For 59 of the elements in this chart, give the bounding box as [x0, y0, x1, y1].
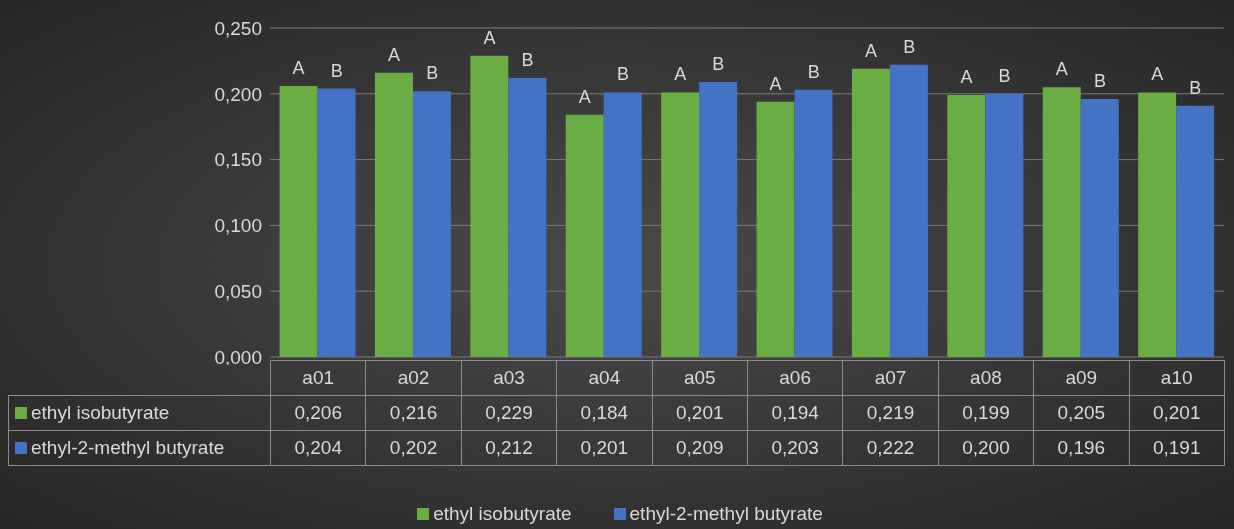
data-label: 0,200 — [938, 430, 1034, 466]
x-tick-label: a06 — [747, 360, 843, 396]
annotation: B — [616, 64, 629, 85]
annotation: A — [1055, 59, 1068, 80]
data-label: 0,201 — [556, 430, 653, 466]
y-tick-label: 0,050 — [214, 280, 262, 302]
data-label: 0,201 — [1129, 395, 1225, 431]
annotation: A — [388, 44, 401, 65]
x-tick-label: a03 — [461, 360, 557, 396]
data-label: 0,203 — [747, 430, 843, 466]
annotation: B — [903, 36, 916, 57]
y-tick-label: 0,150 — [214, 149, 262, 171]
annotation: A — [1151, 64, 1164, 85]
x-tick-label: a08 — [938, 360, 1034, 396]
annotation: A — [292, 57, 305, 78]
legend-label: ethyl isobutyrate — [8, 395, 271, 431]
annotation: B — [998, 65, 1011, 86]
data-label: 0,222 — [842, 430, 939, 466]
data-label: 0,204 — [270, 430, 366, 466]
y-tick-label: 0,200 — [214, 83, 262, 105]
data-label: 0,201 — [652, 395, 748, 431]
annotation: B — [1093, 71, 1106, 92]
x-tick-label: a09 — [1033, 360, 1130, 396]
x-tick-label: a07 — [842, 360, 939, 396]
annotation: B — [426, 63, 439, 84]
data-label: 0,206 — [270, 395, 366, 431]
text: ethyl-2-methyl butyrate — [629, 503, 823, 524]
data-label: 0,209 — [652, 430, 748, 466]
x-tick-label: a05 — [652, 360, 748, 396]
data-label: 0,229 — [461, 395, 557, 431]
data-label: 0,184 — [556, 395, 653, 431]
x-tick-label: a01 — [270, 360, 366, 396]
data-label: 0,216 — [365, 395, 462, 431]
annotation: B — [1189, 77, 1202, 98]
y-tick-label: 0,100 — [214, 215, 262, 237]
annotation: B — [330, 60, 343, 81]
y-tick-label: 0,250 — [214, 17, 262, 39]
text: ethyl isobutyrate — [433, 503, 572, 524]
annotation: A — [960, 67, 973, 88]
data-label: 0,191 — [1129, 430, 1225, 466]
annotation: B — [712, 53, 725, 74]
data-label: 0,219 — [842, 395, 939, 431]
legend-label: ethyl-2-methyl butyrate — [8, 430, 271, 466]
data-label: 0,194 — [747, 395, 843, 431]
x-tick-label: a04 — [556, 360, 653, 396]
x-tick-label: a02 — [365, 360, 462, 396]
annotation: A — [578, 86, 591, 107]
data-label: 0,212 — [461, 430, 557, 466]
annotation: B — [807, 61, 820, 82]
annotation: A — [674, 64, 687, 85]
annotation: A — [865, 40, 878, 61]
data-label: 0,199 — [938, 395, 1034, 431]
data-label: 0,196 — [1033, 430, 1130, 466]
data-label: 0,202 — [365, 430, 462, 466]
annotation: A — [769, 73, 782, 94]
x-tick-label: a10 — [1129, 360, 1225, 396]
data-label: 0,205 — [1033, 395, 1130, 431]
annotation: B — [521, 50, 534, 71]
annotation: A — [483, 27, 496, 48]
